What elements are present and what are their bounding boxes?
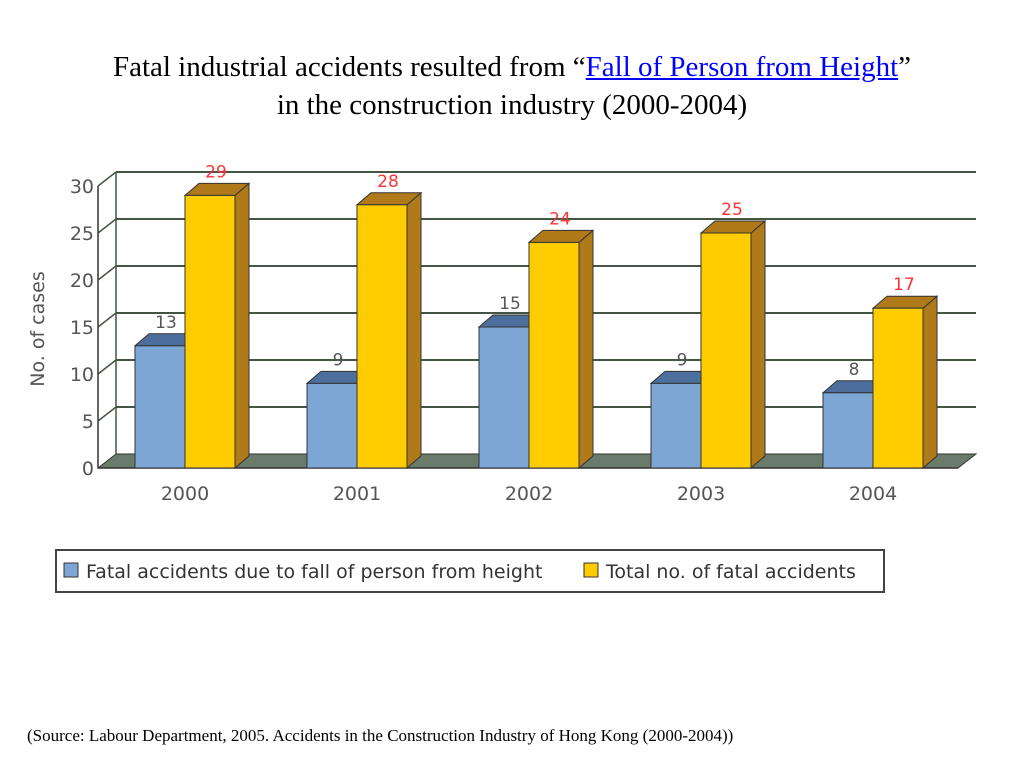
y-tick-label: 5 xyxy=(82,411,94,433)
legend-swatch-1 xyxy=(583,562,599,578)
bar-2002-0 xyxy=(478,326,530,469)
title-suffix: ” xyxy=(898,51,912,83)
bar-side-2000-1 xyxy=(234,182,250,470)
gridline-side xyxy=(97,406,117,422)
bar-2004-0 xyxy=(822,392,874,469)
legend-label-1: Total no. of fatal accidents xyxy=(605,561,856,583)
gridline-side xyxy=(97,265,117,281)
data-label-2003-0: 9 xyxy=(677,350,688,370)
y-tick-label: 20 xyxy=(70,270,94,292)
bar-2001-1 xyxy=(356,204,408,469)
bar-chart: 0 5 10 15 20 25 30 No. of cases 13 29 2000 9 28 2001 1… xyxy=(27,162,978,593)
data-label-2004-0: 8 xyxy=(849,360,860,380)
chart-title: Fatal industrial accidents resulted from… xyxy=(0,48,1024,124)
bar-2001-0 xyxy=(306,382,358,469)
x-tick-label-2003: 2003 xyxy=(677,483,725,505)
bar-2000-0 xyxy=(134,345,186,469)
title-line-1: Fatal industrial accidents resulted from… xyxy=(0,48,1024,86)
data-label-2001-0: 9 xyxy=(333,350,344,370)
bar-2003-0 xyxy=(650,382,702,469)
gridline-side xyxy=(97,171,117,187)
y-tick-label: 10 xyxy=(70,364,94,386)
bar-2004-1 xyxy=(872,307,924,469)
x-tick-label-2000: 2000 xyxy=(161,483,209,505)
y-tick-label: 25 xyxy=(70,223,94,245)
gridline-side xyxy=(97,312,117,328)
legend-box xyxy=(55,549,885,593)
title-line-2: in the construction industry (2000-2004) xyxy=(276,89,748,121)
y-tick-label: 15 xyxy=(70,317,94,339)
gridline-side xyxy=(97,359,117,375)
data-label-2002-0: 15 xyxy=(499,294,521,314)
y-tick-label: 30 xyxy=(70,176,94,198)
bar-side-2002-1 xyxy=(578,229,594,470)
data-label-2002-1: 24 xyxy=(549,209,571,229)
bar-side-2004-1 xyxy=(922,295,938,470)
x-tick-label-2002: 2002 xyxy=(505,483,553,505)
data-label-2003-1: 25 xyxy=(721,200,743,220)
bar-2002-1 xyxy=(528,241,580,469)
y-axis-label: No. of cases xyxy=(27,271,49,387)
bar-side-2003-1 xyxy=(750,219,766,470)
bar-2003-1 xyxy=(700,232,752,469)
data-label-2000-0: 13 xyxy=(155,313,177,333)
source-note: (Source: Labour Department, 2005. Accide… xyxy=(27,726,734,745)
data-label-2000-1: 29 xyxy=(205,162,227,182)
legend-label-0: Fatal accidents due to fall of person fr… xyxy=(86,561,542,583)
title-prefix: Fatal industrial accidents resulted from… xyxy=(112,51,586,83)
data-label-2001-1: 28 xyxy=(377,172,399,192)
legend-swatch-0 xyxy=(63,562,79,578)
title-link[interactable]: Fall of Person from Height xyxy=(585,51,899,83)
x-tick-label-2001: 2001 xyxy=(333,483,381,505)
gridline-side xyxy=(97,218,117,234)
x-tick-label-2004: 2004 xyxy=(849,483,897,505)
data-label-2004-1: 17 xyxy=(893,275,915,295)
y-tick-label: 0 xyxy=(82,458,94,480)
bar-side-2001-1 xyxy=(406,191,422,470)
bar-2000-1 xyxy=(184,194,236,469)
